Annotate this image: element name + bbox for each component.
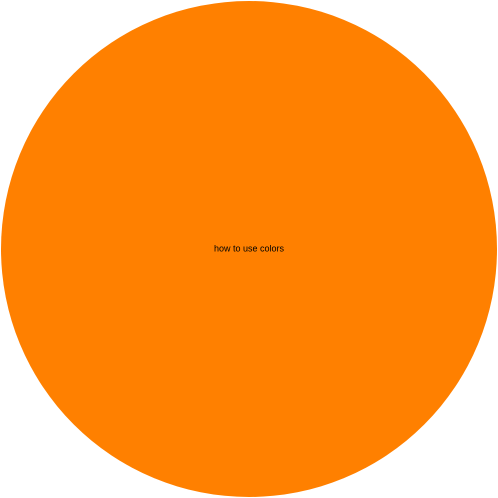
pie-labels: how to use colors <box>214 243 285 253</box>
pie-slice-label: how to use colors <box>214 243 285 253</box>
